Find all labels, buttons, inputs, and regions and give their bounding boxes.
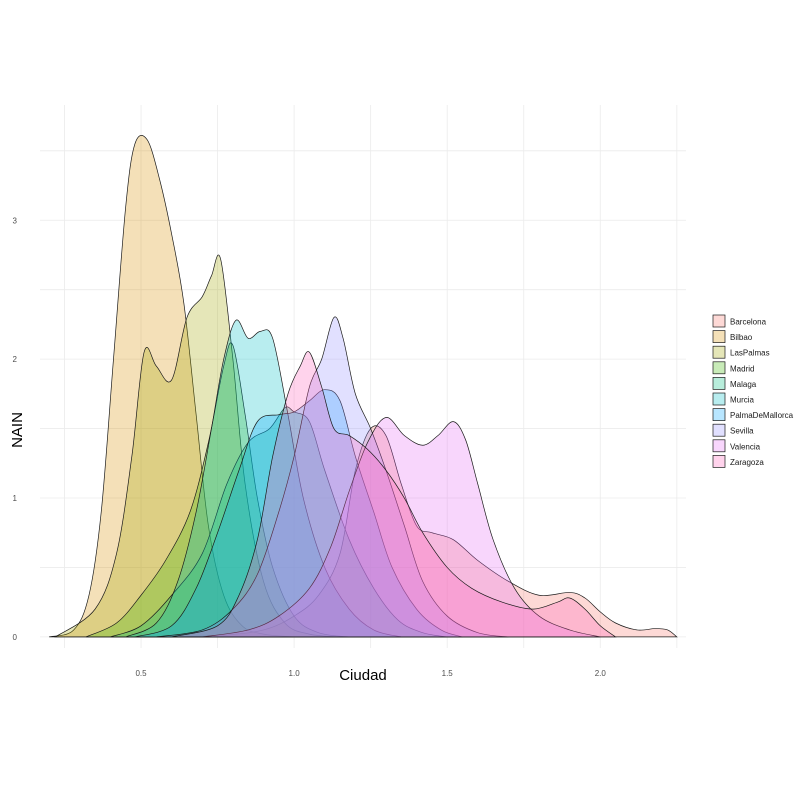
- density-area-valencia: [202, 417, 601, 638]
- legend-label: Malaga: [730, 380, 757, 389]
- x-tick-label: 1.0: [289, 669, 301, 678]
- legend-label: Sevilla: [730, 427, 754, 436]
- density-area-palmademallorca: [134, 389, 463, 638]
- legend-label: Barcelona: [730, 318, 767, 327]
- legend-key-zaragoza: [712, 455, 726, 468]
- legend-key-barcelona: [712, 314, 726, 328]
- x-tick-label: 1.5: [442, 669, 454, 678]
- legend-label: Murcia: [730, 396, 755, 405]
- density-area-murcia: [125, 319, 402, 638]
- density-area-barcelona: [156, 425, 678, 638]
- legend-key-bilbao: [712, 330, 726, 343]
- y-tick-label: 2: [13, 355, 18, 364]
- legend-key-madrid: [712, 361, 726, 375]
- x-tick-label: 0.5: [135, 669, 147, 678]
- density-area-laspalmas: [54, 254, 341, 638]
- density-areas: [49, 135, 678, 638]
- density-area-madrid: [85, 342, 350, 638]
- legend-key-malaga: [712, 377, 726, 390]
- x-tick-label: 2.0: [595, 669, 607, 678]
- y-tick-label: 1: [13, 494, 18, 503]
- x-axis-title: Ciudad: [339, 667, 387, 684]
- legend-key-palmademallorca: [712, 408, 726, 421]
- legend-label: Madrid: [730, 364, 754, 373]
- y-tick-label: 0: [13, 633, 18, 642]
- legend-key-laspalmas: [712, 345, 726, 359]
- tick-labels: 0.5 1.0 1.5 2.0 0 1 2 3: [13, 216, 607, 678]
- legend-key-murcia: [712, 392, 726, 406]
- legend-label: PalmaDeMallorca: [730, 411, 794, 420]
- density-area-malaga: [110, 406, 448, 638]
- y-tick-label: 3: [13, 216, 18, 225]
- density-area-bilbao: [49, 135, 295, 638]
- legend-label: LasPalmas: [730, 349, 770, 358]
- legend: Barcelona Bilbao LasPalmas Madrid Malaga Murc…: [712, 314, 794, 468]
- density-area-sevilla: [156, 316, 509, 638]
- legend-label: Bilbao: [730, 333, 753, 342]
- legend-key-valencia: [712, 439, 726, 453]
- legend-label: Zaragoza: [730, 458, 764, 467]
- legend-label: Valencia: [730, 442, 761, 451]
- density-area-zaragoza: [171, 351, 617, 638]
- y-axis-title: NAIN: [9, 412, 26, 448]
- legend-key-sevilla: [712, 423, 726, 437]
